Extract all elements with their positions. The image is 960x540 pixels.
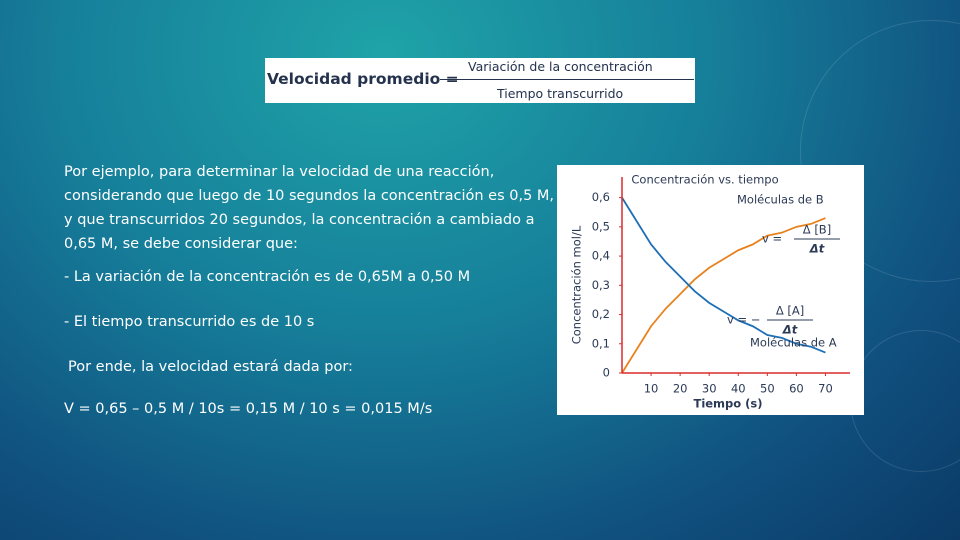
paragraph: - La variación de la concentración es de… bbox=[64, 269, 471, 285]
annotation-denominator: Δt bbox=[809, 242, 825, 256]
x-tick-label: 50 bbox=[760, 382, 775, 396]
formula-numerator: Variación de la concentración bbox=[468, 59, 653, 74]
paragraph: Por ejemplo, para determinar la velocida… bbox=[64, 164, 555, 252]
x-axis-label: Tiempo (s) bbox=[693, 397, 762, 411]
x-tick-label: 70 bbox=[818, 382, 833, 396]
y-tick-label: 0,6 bbox=[592, 190, 610, 204]
chart: Concentración vs. tiempo Tiempo (s) Conc… bbox=[570, 173, 850, 411]
annotation-prefix: v = bbox=[762, 232, 782, 246]
y-tick-label: 0,2 bbox=[592, 307, 610, 321]
y-tick-label: 0,1 bbox=[592, 336, 610, 350]
x-tick-label: 20 bbox=[673, 382, 688, 396]
formula-lhs: Velocidad promedio = bbox=[267, 70, 459, 88]
y-tick-label: 0,5 bbox=[592, 219, 610, 233]
y-tick-label: 0,3 bbox=[592, 278, 610, 292]
annotation-numerator: Δ [B] bbox=[803, 223, 831, 237]
chart-box: Concentración vs. tiempo Tiempo (s) Conc… bbox=[557, 165, 864, 415]
series-line bbox=[621, 197, 826, 354]
series-line bbox=[621, 217, 826, 374]
y-tick-label: 0 bbox=[603, 366, 610, 380]
series-label: Moléculas de B bbox=[737, 193, 824, 207]
x-tick-label: 40 bbox=[731, 382, 746, 396]
annotation-denominator: Δt bbox=[782, 323, 798, 337]
formula-denominator: Tiempo transcurrido bbox=[497, 86, 624, 101]
series-label: Moléculas de A bbox=[750, 336, 837, 350]
y-axis-label: Concentración mol/L bbox=[570, 225, 584, 344]
paragraph: Por ende, la velocidad estará dada por: bbox=[68, 359, 353, 375]
annotation-prefix: v = − bbox=[727, 313, 760, 327]
paragraph: - El tiempo transcurrido es de 10 s bbox=[64, 314, 315, 330]
annotation-numerator: Δ [A] bbox=[776, 304, 804, 318]
paragraph: V = 0,65 – 0,5 M / 10s = 0,15 M / 10 s =… bbox=[64, 401, 433, 417]
x-tick-label: 10 bbox=[644, 382, 659, 396]
x-tick-label: 30 bbox=[702, 382, 717, 396]
y-tick-label: 0,4 bbox=[592, 249, 610, 263]
fraction-bar bbox=[440, 79, 694, 80]
formula-box: Velocidad promedio = Variación de la con… bbox=[265, 58, 695, 103]
x-tick-label: 60 bbox=[789, 382, 804, 396]
decoration bbox=[850, 330, 960, 472]
chart-title: Concentración vs. tiempo bbox=[631, 173, 778, 187]
